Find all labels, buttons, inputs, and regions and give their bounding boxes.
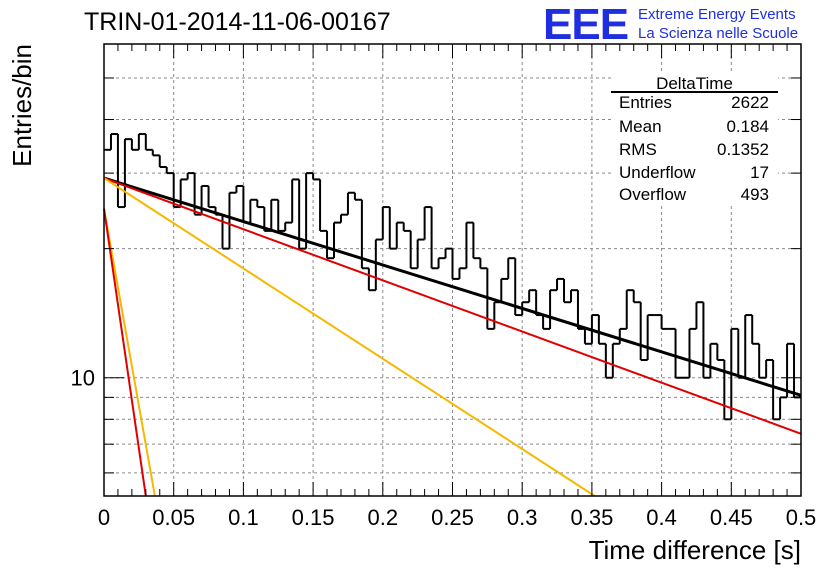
y-axis-label: Entries/bin xyxy=(7,44,37,167)
stats-value: 2622 xyxy=(731,93,769,112)
fit-curve-total_fit xyxy=(103,176,802,397)
stats-divider xyxy=(611,91,778,93)
stats-row-rms: RMS 0.1352 xyxy=(619,140,769,162)
x-tick-label: 0.45 xyxy=(710,505,753,530)
axis-labels: 0 0.05 0.1 0.15 0.2 0.25 0.3 0.35 0.4 0.45 0.5 10 Ti… xyxy=(7,44,816,565)
x-tick-label: 0.4 xyxy=(646,505,677,530)
x-tick-label: 0.15 xyxy=(292,505,335,530)
stats-row-underflow: Underflow 17 xyxy=(619,163,769,185)
stats-row-entries: Entries 2622 xyxy=(619,93,769,115)
stats-key: Entries xyxy=(619,93,672,112)
x-tick-label: 0.25 xyxy=(431,505,474,530)
logo-line-2: La Scienza nelle Scuole xyxy=(638,25,799,42)
fit-curve-fast_component xyxy=(103,208,147,497)
stats-box: DeltaTime Entries 2622 Mean 0.184 RMS 0.… xyxy=(611,74,778,206)
stats-title: DeltaTime xyxy=(656,74,733,93)
stats-value: 0.184 xyxy=(726,117,769,136)
axis-ticks xyxy=(103,43,802,496)
stats-key: Overflow xyxy=(619,185,687,204)
stats-value: 17 xyxy=(750,163,769,182)
x-tick-label: 0.2 xyxy=(368,505,399,530)
fit-layer xyxy=(103,176,802,497)
x-tick-label: 0.5 xyxy=(786,505,817,530)
run-title: TRIN-01-2014-11-06-00167 xyxy=(84,8,391,36)
y-tick-label: 10 xyxy=(71,366,95,391)
stats-row-mean: Mean 0.184 xyxy=(619,117,769,139)
x-tick-label: 0.35 xyxy=(570,505,613,530)
stats-key: Underflow xyxy=(619,163,696,182)
fit-curve-slow_component xyxy=(103,177,802,435)
histogram-layer xyxy=(104,133,801,421)
x-tick-label: 0 xyxy=(98,505,110,530)
stats-row-overflow: Overflow 493 xyxy=(619,185,769,207)
x-tick-label: 0.3 xyxy=(507,505,538,530)
fit-curve-intermediate_component xyxy=(103,208,156,497)
logo-line-1: Extreme Energy Events xyxy=(638,6,796,23)
x-axis-label: Time difference [s] xyxy=(589,535,801,565)
stats-key: RMS xyxy=(619,140,657,159)
x-tick-label: 0.1 xyxy=(228,505,259,530)
x-tick-label: 0.05 xyxy=(152,505,195,530)
stats-value: 493 xyxy=(740,185,769,204)
logo-mark: EEE xyxy=(543,0,629,49)
fit-curve-intermediate_component xyxy=(103,177,596,497)
stats-key: Mean xyxy=(619,117,662,136)
stats-value: 0.1352 xyxy=(717,140,769,159)
